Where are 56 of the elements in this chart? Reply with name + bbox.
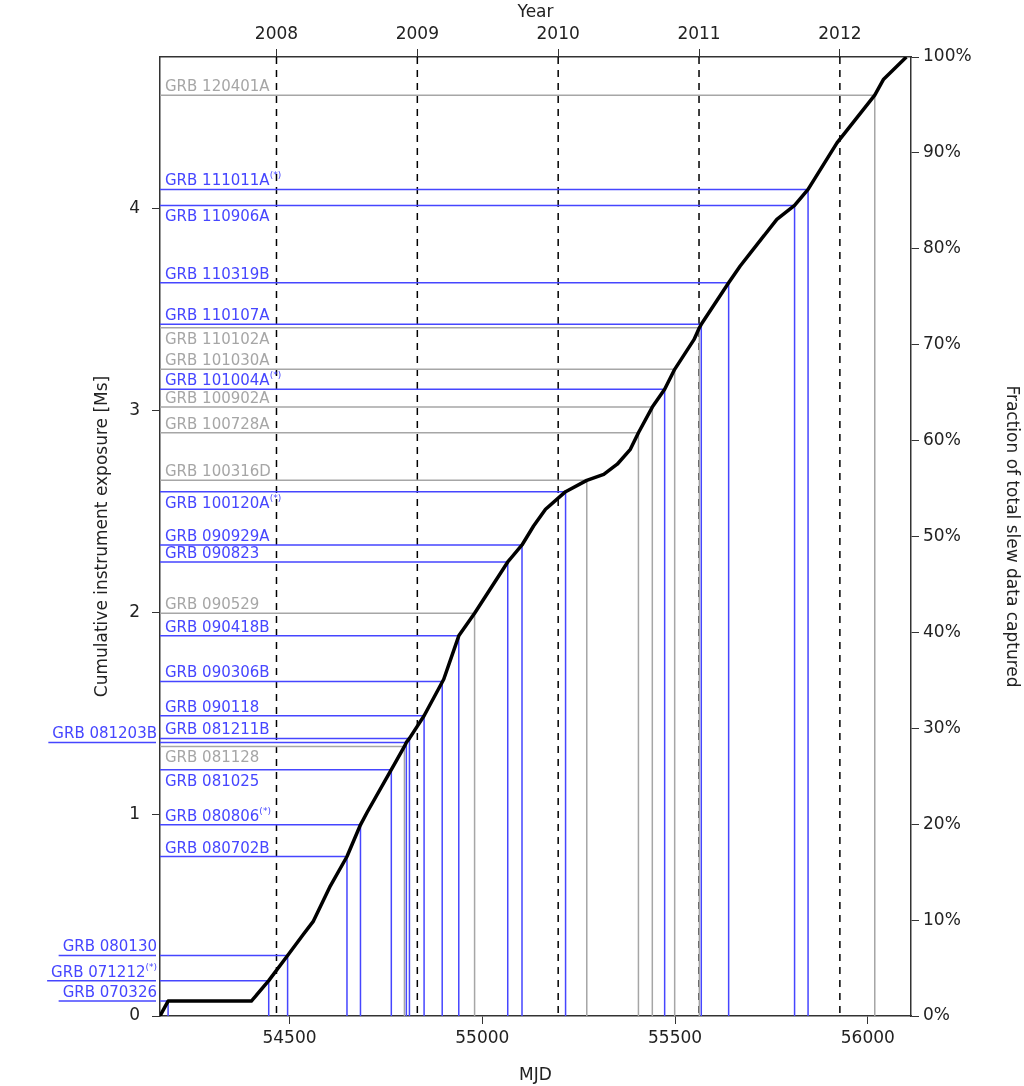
series-label: GRB 120401A	[165, 77, 271, 96]
y2-tick-label: 50%	[923, 524, 961, 545]
series-label: GRB 081203B	[52, 724, 157, 743]
y2-tick-label: 100%	[923, 45, 972, 66]
series-label: GRB 100120A(*)	[165, 492, 282, 512]
y2-tick-label: 70%	[923, 333, 961, 354]
x-tick-label: 55000	[455, 1026, 510, 1047]
y-tick-label: 3	[129, 398, 140, 419]
x-tick-label: 55500	[648, 1026, 703, 1047]
y2-tick-label: 0%	[923, 1004, 950, 1025]
series-label: GRB 090418B	[165, 617, 270, 636]
series-label: GRB 081211B	[165, 720, 270, 739]
series-label: GRB 081128	[165, 748, 260, 767]
series-label: GRB 101004A(*)	[165, 370, 282, 390]
y2-tick-label: 40%	[923, 620, 961, 641]
x2-tick-label: 2009	[395, 23, 439, 44]
series-label: GRB 080130	[62, 937, 158, 956]
y-axis-title: Cumulative instrument exposure [Ms]	[90, 375, 111, 698]
y2-tick-label: 30%	[923, 716, 961, 737]
series-label: GRB 111011A(*)	[165, 170, 282, 190]
series-label: GRB 110102A	[165, 329, 271, 348]
series-label: GRB 090118	[165, 697, 260, 716]
series-label: GRB 081025	[165, 771, 260, 790]
x2-tick-label: 2011	[677, 23, 721, 44]
x2-axis-title: Year	[516, 0, 554, 21]
series-label: GRB 071212(*)	[51, 961, 158, 981]
series-label: GRB 090823	[165, 543, 260, 562]
series-label: GRB 100728A	[165, 414, 271, 433]
y2-tick-label: 80%	[923, 237, 961, 258]
series-label: GRB 101030A	[165, 351, 271, 370]
x-axis-title: MJD	[519, 1064, 552, 1085]
series-label: GRB 110107A	[165, 306, 271, 325]
series-label: GRB 100316D	[165, 462, 271, 481]
x-tick-label: 54500	[262, 1026, 317, 1047]
y-tick-label: 4	[129, 196, 140, 217]
series-label: GRB 090306B	[165, 663, 270, 682]
series-label: GRB 080702B	[165, 838, 270, 857]
y-tick-label: 1	[129, 802, 140, 823]
x-tick-label: 56000	[840, 1026, 895, 1047]
y-tick-label: 0	[129, 1004, 140, 1025]
series-label: GRB 110319B	[165, 264, 270, 283]
y2-tick-label: 60%	[923, 429, 961, 450]
x2-tick-label: 2008	[254, 23, 299, 44]
y2-tick-label: 10%	[923, 908, 961, 929]
y2-tick-label: 90%	[923, 141, 961, 162]
x2-tick-label: 2010	[536, 23, 580, 44]
series-label: GRB 070326	[62, 983, 158, 1002]
series-label: GRB 090929A	[165, 526, 271, 545]
series-label: GRB 110906A	[165, 207, 271, 226]
series-label: GRB 080806(*)	[165, 805, 271, 825]
y2-axis-title: Fraction of total slew data captured	[1003, 385, 1024, 688]
x2-tick-label: 2012	[818, 23, 862, 44]
series-label: GRB 090529	[165, 595, 260, 614]
y2-tick-label: 20%	[923, 812, 961, 833]
series-label: GRB 100902A	[165, 389, 271, 408]
y-tick-label: 2	[129, 600, 140, 621]
